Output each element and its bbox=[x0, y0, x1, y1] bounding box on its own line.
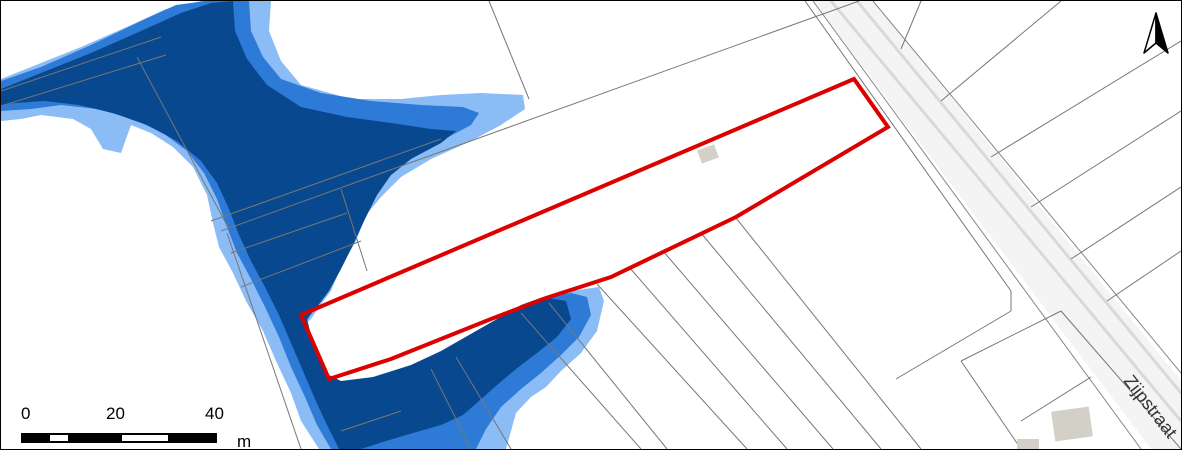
scale-tick-label: 40 bbox=[205, 404, 224, 423]
flood-layer bbox=[1, 1, 604, 449]
road-surface bbox=[813, 1, 1181, 449]
road-edge-line bbox=[872, 1, 1181, 374]
building bbox=[1017, 439, 1039, 449]
road-edge-line bbox=[829, 1, 1181, 422]
scale-bar: 0 20 40 m bbox=[21, 404, 251, 449]
buildings bbox=[697, 144, 1093, 449]
road-layer bbox=[812, 1, 1181, 449]
scale-bar-segments bbox=[21, 433, 217, 443]
scale-tick-label: 20 bbox=[106, 404, 125, 423]
road-edge-line bbox=[855, 1, 1181, 394]
road-edge-line bbox=[812, 1, 1142, 449]
scale-unit-label: m bbox=[237, 432, 251, 449]
north-arrow-icon bbox=[1143, 12, 1169, 54]
building bbox=[697, 144, 719, 164]
highlighted-plot-outline[interactable] bbox=[298, 76, 891, 382]
building bbox=[1051, 406, 1093, 442]
flood-deep-area bbox=[1, 1, 571, 449]
scale-tick-label: 0 bbox=[21, 404, 30, 423]
